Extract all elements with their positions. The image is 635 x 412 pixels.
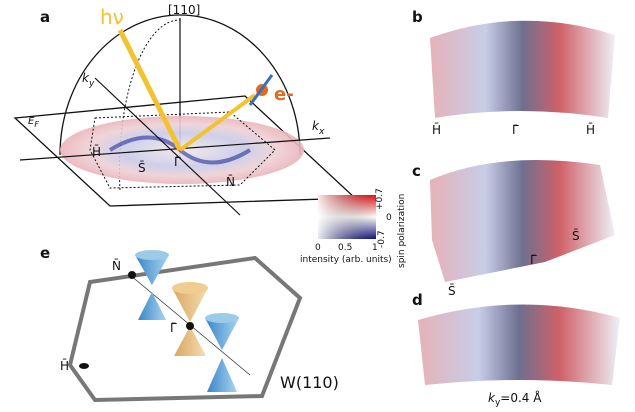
caption-rest: =0.4 Å xyxy=(500,390,542,405)
ef-sub: F xyxy=(34,120,39,129)
point xyxy=(79,363,89,369)
panel-label: c xyxy=(412,162,421,180)
fermi-label: EF xyxy=(28,116,39,129)
surface-label: W(110) xyxy=(280,373,339,392)
hexagon xyxy=(70,258,300,400)
spin-tick: -0.7 xyxy=(377,230,387,248)
direction-label: [110] xyxy=(168,3,200,17)
spin-label: spin polarization xyxy=(397,194,407,268)
cone xyxy=(174,326,206,356)
point-label: S̄ xyxy=(138,161,146,175)
point-label: Γ̄ xyxy=(174,155,181,169)
intensity-tick: 0 xyxy=(315,243,321,253)
point-label: H̄ xyxy=(432,123,441,137)
panel-c: c S̄ Γ̄ S̄ xyxy=(412,160,615,298)
point-label: Γ̄ xyxy=(170,321,177,335)
intensity-label: intensity (arb. units) xyxy=(300,255,392,265)
figure: a [110] hν e- ky kx EF H̄ S̄ Γ̄ N̄ +0.7 … xyxy=(0,0,635,412)
point-label: S̄ xyxy=(448,284,456,298)
colorbar-intensity xyxy=(318,195,376,239)
colorbar: +0.7 0 -0.7 spin polarization 0 0.5 1 in… xyxy=(300,188,407,268)
panel-d: d ky=0.4 Å xyxy=(412,291,620,408)
cone xyxy=(138,292,166,320)
band-map xyxy=(430,160,615,282)
caption: ky=0.4 Å xyxy=(488,390,542,408)
spin-tick: +0.7 xyxy=(375,188,385,210)
point xyxy=(128,271,136,279)
photon-label: hν xyxy=(100,5,124,29)
cone-top xyxy=(172,282,208,294)
point-label: H̄ xyxy=(92,145,101,159)
point xyxy=(186,322,194,330)
band-map xyxy=(430,21,615,118)
spin-tick: 0 xyxy=(386,213,392,223)
band-map xyxy=(418,304,620,385)
ky-label: ky xyxy=(82,71,95,89)
point-label: Γ̄ xyxy=(530,253,537,267)
panel-label: b xyxy=(412,8,423,26)
kx-label: kx xyxy=(312,119,325,137)
panel-label: d xyxy=(412,291,423,309)
panel-a: a [110] hν e- ky kx EF H̄ S̄ Γ̄ N̄ xyxy=(15,3,355,215)
electron-label: e- xyxy=(274,84,294,105)
spin-arrow xyxy=(250,75,272,105)
point-label: N̄ xyxy=(226,175,235,189)
cone-top xyxy=(205,313,239,323)
point-label: H̄ xyxy=(60,359,69,373)
point-label: S̄ xyxy=(572,229,580,243)
panel-label: e xyxy=(40,244,50,262)
panel-label: a xyxy=(40,8,50,26)
point-label: H̄ xyxy=(586,123,595,137)
cone xyxy=(207,358,237,392)
cone-top xyxy=(135,250,169,260)
point-label: Γ̄ xyxy=(512,123,519,137)
intensity-tick: 0.5 xyxy=(338,243,352,253)
kx-sub: x xyxy=(318,127,325,137)
intensity-tick: 1 xyxy=(372,243,378,253)
panel-b: b H̄ Γ̄ H̄ xyxy=(412,8,615,137)
ky-sub: y xyxy=(88,79,95,89)
point-label: N̄ xyxy=(112,259,121,273)
panel-e: e N̄ Γ̄ H̄ W(110) xyxy=(40,244,339,400)
